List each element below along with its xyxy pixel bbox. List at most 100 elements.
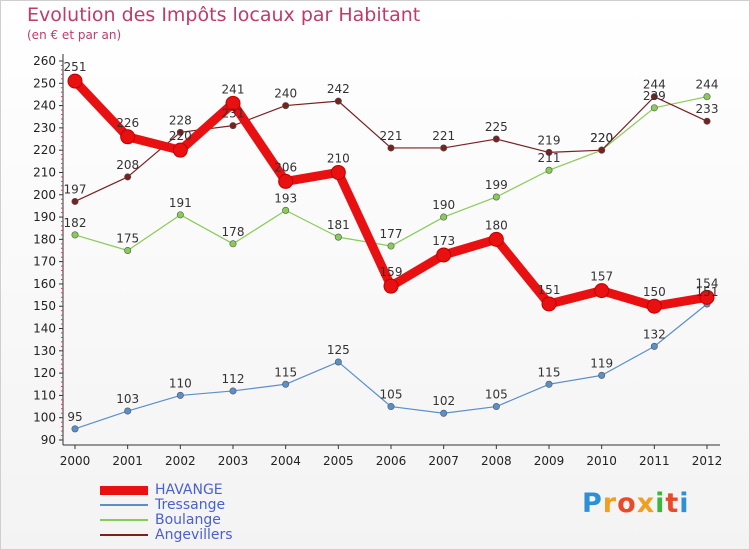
- data-point: [440, 409, 448, 417]
- data-point: [703, 117, 711, 125]
- y-tick-label: 180: [33, 232, 56, 246]
- data-label: 154: [696, 276, 719, 290]
- data-label: 119: [590, 356, 613, 370]
- axes: 9010011012013014015016017018019020021022…: [33, 54, 722, 468]
- data-label: 221: [432, 129, 455, 143]
- logo-letter: i: [679, 488, 690, 519]
- legend-swatch: [100, 485, 148, 495]
- legend-item: Tressange: [100, 498, 320, 513]
- data-label: 221: [380, 129, 403, 143]
- data-label: 103: [116, 392, 139, 406]
- legend-item: Angevillers: [100, 528, 320, 543]
- data-labels: 95 103 110 112 115 125 105 102 105 115 119 132 151 18…: [64, 60, 719, 424]
- data-point: [278, 173, 294, 189]
- data-point: [67, 73, 83, 89]
- legend-swatch: [100, 534, 148, 536]
- x-tick-label: 2009: [534, 454, 565, 468]
- data-label: 208: [116, 158, 139, 172]
- legend-label: Tressange: [155, 497, 226, 513]
- data-point: [229, 387, 237, 395]
- data-point: [440, 213, 448, 221]
- data-point: [334, 358, 342, 366]
- data-point: [598, 146, 606, 154]
- y-tick-label: 140: [33, 322, 56, 336]
- x-tick-label: 2000: [60, 454, 91, 468]
- legend-item: Boulange: [100, 513, 320, 528]
- data-label: 219: [538, 133, 561, 147]
- data-point: [646, 298, 662, 314]
- data-label: 231: [222, 107, 245, 121]
- data-point: [229, 122, 237, 130]
- logo-letter: o: [617, 488, 637, 519]
- data-label: 175: [116, 232, 139, 246]
- data-label: 241: [222, 82, 245, 96]
- data-point: [71, 197, 79, 205]
- legend-swatch: [100, 519, 148, 521]
- legend-label: Angevillers: [155, 527, 233, 543]
- logo-letter: t: [665, 488, 680, 519]
- proxiti-logo: Proxiti: [582, 488, 690, 519]
- x-tick-label: 2010: [586, 454, 617, 468]
- data-label: 240: [274, 87, 297, 101]
- x-tick-label: 2005: [323, 454, 354, 468]
- data-label: 115: [274, 365, 297, 379]
- data-point: [541, 296, 557, 312]
- y-tick-label: 90: [41, 433, 56, 447]
- chart-subtitle: (en € et par an): [27, 28, 122, 42]
- y-tick-label: 120: [33, 366, 56, 380]
- data-label: 193: [274, 191, 297, 205]
- data-label: 157: [590, 270, 613, 284]
- data-point: [176, 128, 184, 136]
- data-label: 244: [696, 78, 719, 92]
- x-tick-label: 2008: [481, 454, 512, 468]
- x-tick-label: 2011: [639, 454, 670, 468]
- logo-letter: P: [582, 488, 603, 519]
- chart-title: Evolution des Impôts locaux par Habitant: [27, 4, 421, 26]
- data-point: [330, 164, 346, 180]
- data-label: 244: [643, 78, 666, 92]
- data-point: [383, 278, 399, 294]
- data-label: 181: [327, 218, 350, 232]
- x-tick-label: 2002: [165, 454, 196, 468]
- data-point: [225, 95, 241, 111]
- y-tick-label: 130: [33, 344, 56, 358]
- data-label: 211: [538, 151, 561, 165]
- data-point: [650, 93, 658, 101]
- y-tick-label: 190: [33, 210, 56, 224]
- data-point: [71, 231, 79, 239]
- data-label: 197: [64, 182, 87, 196]
- x-tick-label: 2006: [376, 454, 407, 468]
- logo-letter: i: [655, 488, 666, 519]
- data-point: [387, 144, 395, 152]
- data-label: 233: [696, 102, 719, 116]
- data-label: 105: [380, 388, 403, 402]
- data-point: [387, 242, 395, 250]
- data-point: [172, 142, 188, 158]
- data-point: [488, 231, 504, 247]
- y-tick-label: 240: [33, 99, 56, 113]
- data-label: 151: [538, 283, 561, 297]
- data-point: [124, 173, 132, 181]
- data-point: [703, 93, 711, 101]
- legend-label: HAVANGE: [155, 482, 223, 498]
- data-label: 178: [222, 225, 245, 239]
- data-label: 132: [643, 327, 666, 341]
- data-label: 105: [485, 388, 508, 402]
- data-label: 220: [590, 131, 613, 145]
- legend-label: Boulange: [155, 512, 221, 528]
- data-point: [545, 148, 553, 156]
- y-tick-label: 230: [33, 121, 56, 135]
- y-tick-label: 100: [33, 411, 56, 425]
- data-label: 225: [485, 120, 508, 134]
- data-point: [598, 371, 606, 379]
- legend-swatch: [100, 504, 148, 506]
- y-tick-label: 110: [33, 388, 56, 402]
- data-label: 151: [696, 285, 719, 299]
- data-point: [387, 403, 395, 411]
- data-label: 95: [67, 410, 82, 424]
- data-point: [176, 211, 184, 219]
- y-tick-label: 220: [33, 143, 56, 157]
- data-label: 182: [64, 216, 87, 230]
- data-label: 180: [485, 218, 508, 232]
